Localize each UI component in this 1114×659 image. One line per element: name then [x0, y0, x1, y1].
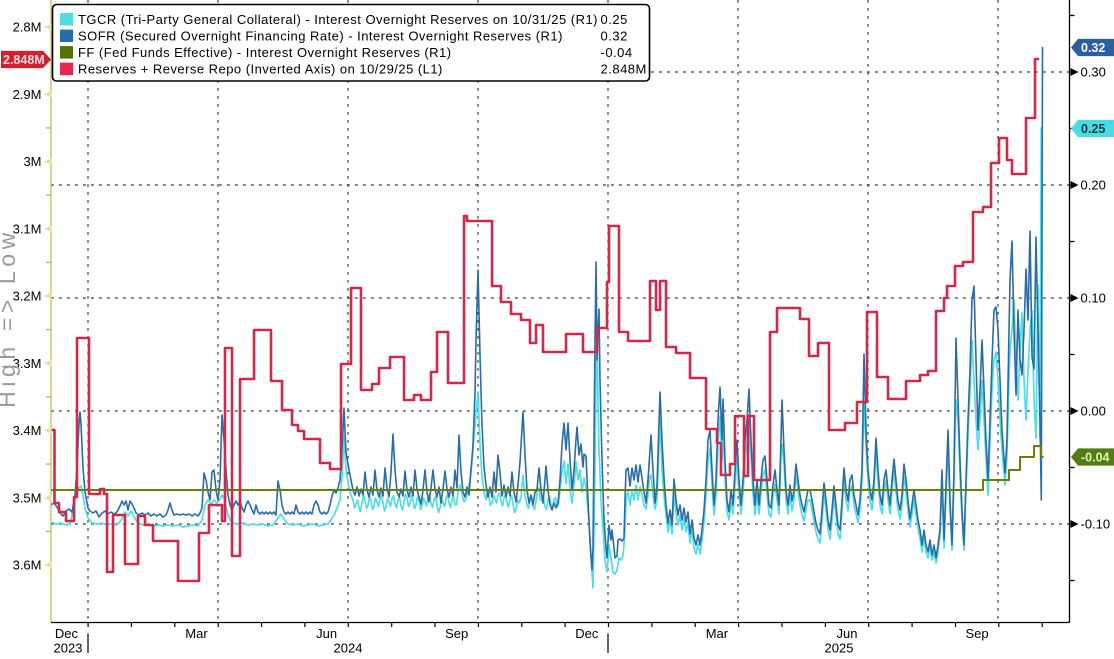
svg-text:0.00: 0.00	[1081, 404, 1106, 419]
svg-text:3M: 3M	[23, 154, 41, 169]
svg-text:Mar: Mar	[185, 626, 208, 641]
svg-text:-0.04: -0.04	[1081, 451, 1110, 465]
svg-text:3.6M: 3.6M	[13, 558, 42, 573]
svg-text:-0.10: -0.10	[1081, 517, 1111, 532]
svg-text:Jun: Jun	[316, 626, 337, 641]
svg-text:0.25: 0.25	[601, 12, 628, 27]
svg-text:SOFR (Secured Overnight Financ: SOFR (Secured Overnight Financing Rate) …	[78, 28, 563, 43]
svg-text:Dec: Dec	[575, 626, 599, 641]
svg-text:2.9M: 2.9M	[13, 87, 42, 102]
svg-text:0.10: 0.10	[1081, 291, 1106, 306]
svg-text:2.848M: 2.848M	[601, 61, 647, 76]
svg-text:Sep: Sep	[966, 626, 989, 641]
svg-text:Mar: Mar	[706, 626, 729, 641]
svg-text:3.4M: 3.4M	[13, 423, 42, 438]
svg-text:2.8M: 2.8M	[13, 20, 42, 35]
svg-text:0.30: 0.30	[1081, 65, 1106, 80]
svg-text:Reserves + Reverse Repo (Inver: Reserves + Reverse Repo (Inverted Axis) …	[78, 61, 443, 76]
svg-text:3.5M: 3.5M	[13, 490, 42, 505]
svg-text:0.25: 0.25	[1081, 122, 1105, 136]
svg-text:Dec: Dec	[55, 626, 79, 641]
svg-text:2023: 2023	[54, 641, 83, 655]
svg-text:0.32: 0.32	[601, 28, 628, 43]
svg-text:2025: 2025	[825, 641, 854, 655]
svg-text:2024: 2024	[334, 641, 363, 655]
svg-text:Sep: Sep	[445, 626, 468, 641]
svg-text:FF (Fed Funds Effective) - Int: FF (Fed Funds Effective) - Interest Over…	[78, 45, 452, 60]
svg-text:High => Low: High => Low	[0, 228, 20, 408]
svg-text:TGCR (Tri-Party General Collat: TGCR (Tri-Party General Collateral) - In…	[78, 12, 598, 27]
svg-text:3.2M: 3.2M	[13, 289, 42, 304]
svg-text:Jun: Jun	[837, 626, 858, 641]
svg-text:-0.04: -0.04	[601, 45, 633, 60]
svg-text:3.3M: 3.3M	[13, 356, 42, 371]
svg-text:2.848M: 2.848M	[3, 53, 45, 67]
svg-text:3.1M: 3.1M	[13, 221, 42, 236]
svg-text:0.32: 0.32	[1081, 41, 1105, 55]
svg-text:0.20: 0.20	[1081, 178, 1106, 193]
